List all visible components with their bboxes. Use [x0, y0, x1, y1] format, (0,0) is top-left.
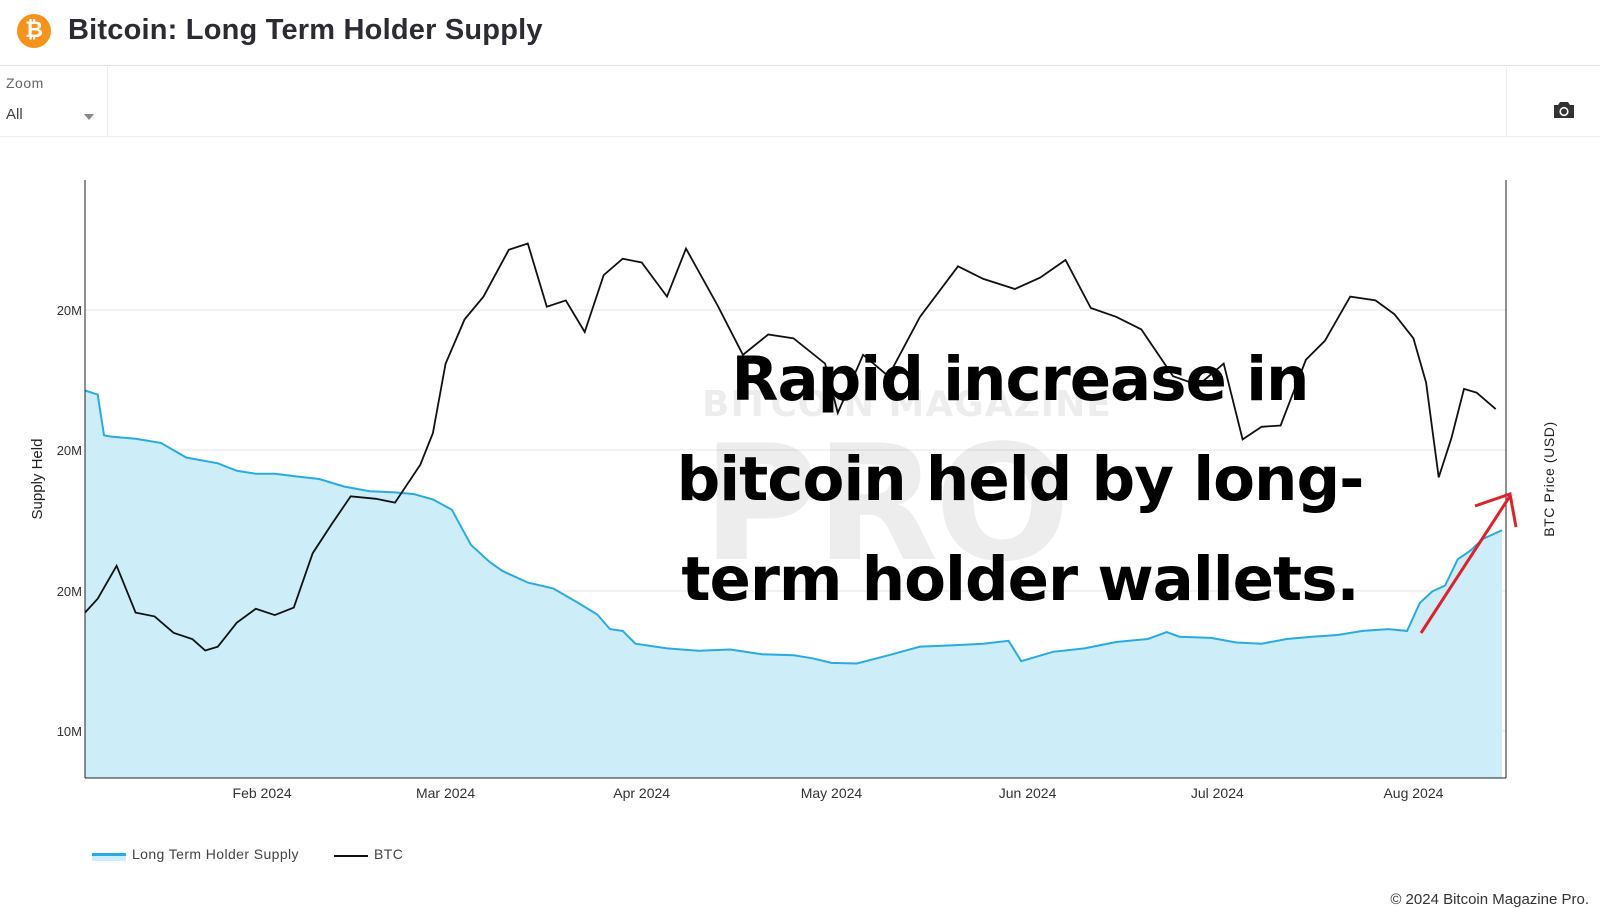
series-line-btc — [84, 242, 1497, 652]
y2-axis-label: BTC Price (USD) — [1541, 421, 1557, 537]
copyright: © 2024 Bitcoin Magazine Pro. — [1390, 891, 1589, 908]
x-tick-label: May 2024 — [801, 785, 863, 801]
series-line-long-term-holder-supply — [84, 389, 1503, 665]
toolbar: Zoom All — [0, 67, 1600, 137]
annotation-line: bitcoin held by long- — [676, 444, 1365, 515]
zoom-value[interactable]: All — [6, 106, 23, 123]
x-tick-label: Jun 2024 — [999, 785, 1057, 801]
watermark-top: BITCOIN MAGAZINE — [702, 384, 1112, 425]
x-tick-labels: Feb 2024 Mar 2024 Apr 2024 May 2024 Jun 2024… — [233, 785, 1444, 801]
legend-swatch-supply[interactable] — [92, 853, 126, 861]
camera-icon[interactable] — [1553, 101, 1575, 119]
x-tick-label: Feb 2024 — [233, 785, 292, 801]
y-axis-label: Supply Held — [29, 439, 46, 520]
annotation-line: Rapid increase in — [731, 344, 1310, 415]
camera-area — [1506, 67, 1600, 136]
legend-item-supply[interactable]: Long Term Holder Supply — [132, 846, 299, 862]
legend-swatch-btc[interactable] — [334, 855, 368, 857]
chevron-down-icon[interactable] — [84, 114, 94, 120]
y-tick-label: 20M — [57, 584, 82, 599]
annotation-arrow — [1419, 492, 1518, 634]
zoom-label: Zoom — [6, 75, 44, 91]
annotation-line: term holder wallets. — [681, 544, 1359, 615]
x-tick-label: Mar 2024 — [416, 785, 475, 801]
header: ₿ Bitcoin: Long Term Holder Supply — [0, 0, 1600, 66]
y-tick-label: 20M — [57, 443, 82, 458]
x-tick-label: Jul 2024 — [1191, 785, 1244, 801]
y-tick-label: 20M — [57, 303, 82, 318]
x-tick-label: Apr 2024 — [613, 785, 670, 801]
zoom-select[interactable]: Zoom All — [0, 67, 108, 136]
legend-item-btc[interactable]: BTC — [374, 846, 404, 862]
watermark-big: PRO — [702, 410, 1070, 597]
bitcoin-logo-icon: ₿ — [17, 14, 51, 48]
y-tick-labels: 10M 20M 20M 20M — [57, 303, 82, 739]
page-title: Bitcoin: Long Term Holder Supply — [68, 14, 543, 46]
y-tick-label: 10M — [57, 724, 82, 739]
x-tick-label: Aug 2024 — [1383, 785, 1443, 801]
series-area-long-term-holder-supply — [85, 390, 1502, 778]
annotation-text: Rapid increase in bitcoin held by long- … — [640, 330, 1400, 630]
